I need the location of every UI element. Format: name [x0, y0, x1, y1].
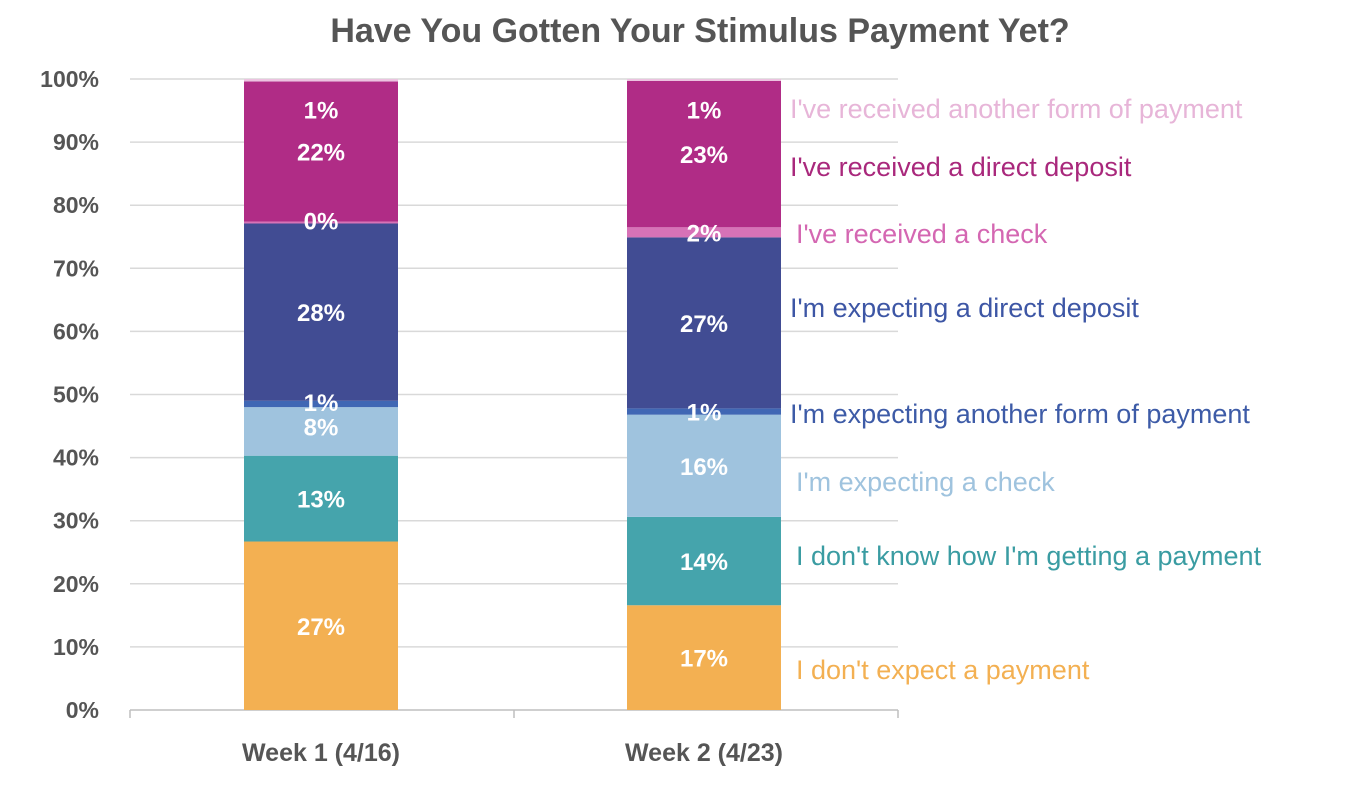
bar-segment: [244, 455, 398, 542]
data-label: 13%: [297, 487, 345, 514]
data-label: 1%: [304, 97, 339, 124]
y-tick-label: 10%: [53, 634, 99, 660]
bar-segment: [244, 407, 398, 456]
y-tick-label: 90%: [53, 129, 99, 155]
x-category-label: Week 2 (4/23): [625, 739, 783, 767]
axes: 0% 10% 20% 30% 40% 50% 60% 70% 80% 90% 100% Week 1 …: [40, 66, 899, 767]
bar-segment: [627, 79, 781, 81]
y-tick-label: 70%: [53, 255, 99, 281]
y-tick-label: 100%: [40, 66, 99, 92]
data-label: 8%: [304, 414, 339, 441]
legend: I don't expect a payment I don't know how…: [790, 94, 1262, 685]
data-label: 2%: [687, 220, 722, 247]
legend-label: I've received a direct deposit: [790, 152, 1132, 182]
data-label: 17%: [680, 646, 728, 673]
data-label: 27%: [297, 614, 345, 641]
y-tick-label: 20%: [53, 571, 99, 597]
x-category-label: Week 1 (4/16): [242, 739, 400, 767]
data-label: 1%: [687, 400, 722, 427]
chart-title: Have You Gotten Your Stimulus Payment Ye…: [330, 12, 1069, 50]
data-label: 27%: [680, 311, 728, 338]
y-tick-label: 30%: [53, 508, 99, 534]
data-label: 1%: [304, 390, 339, 417]
bar-segment: [244, 400, 398, 408]
bar-segment: [627, 408, 781, 415]
legend-label: I don't expect a payment: [796, 655, 1090, 685]
bar-segment: [627, 237, 781, 409]
bar-segment: [627, 414, 781, 517]
legend-label: I'm expecting another form of payment: [790, 399, 1250, 429]
bar-segment: [627, 80, 781, 228]
legend-label: I've received another form of payment: [790, 94, 1243, 124]
legend-label: I've received a check: [796, 219, 1048, 249]
data-labels: 27%13%8%1%28%0%22%1%17%14%16%1%27%2%23%1…: [297, 97, 728, 672]
bar-segment: [244, 541, 398, 710]
bar-segment: [627, 516, 781, 606]
y-tick-label: 40%: [53, 445, 99, 471]
bar-segment: [244, 221, 398, 224]
data-label: 1%: [687, 97, 722, 124]
bar-segment: [244, 223, 398, 401]
data-label: 22%: [297, 140, 345, 167]
bar-segment: [627, 605, 781, 710]
legend-label: I'm expecting a direct deposit: [790, 293, 1139, 323]
bar-segment: [244, 79, 398, 82]
y-tick-label: 80%: [53, 192, 99, 218]
data-label: 14%: [680, 549, 728, 576]
legend-label: I'm expecting a check: [796, 467, 1055, 497]
data-label: 23%: [680, 142, 728, 169]
data-label: 0%: [304, 208, 339, 235]
bar-segment: [244, 81, 398, 222]
data-label: 28%: [297, 300, 345, 327]
bar-segment: [627, 227, 781, 238]
legend-label: I don't know how I'm getting a payment: [796, 541, 1262, 571]
y-tick-label: 0%: [66, 697, 99, 723]
bars: [244, 79, 781, 710]
y-tick-label: 50%: [53, 382, 99, 408]
y-tick-label: 60%: [53, 318, 99, 344]
data-label: 16%: [680, 454, 728, 481]
